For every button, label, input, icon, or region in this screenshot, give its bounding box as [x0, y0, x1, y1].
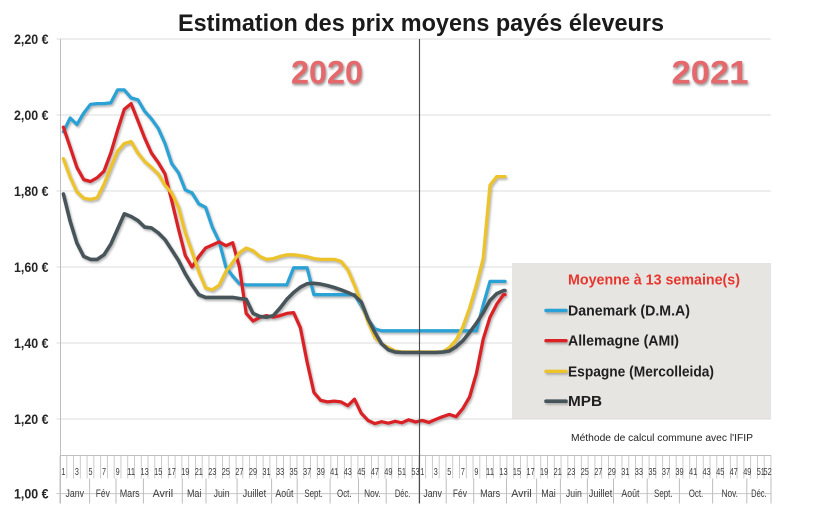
- svg-text:27: 27: [594, 466, 602, 478]
- svg-text:7: 7: [461, 466, 465, 478]
- svg-text:9: 9: [116, 466, 120, 478]
- svg-text:25: 25: [581, 466, 589, 478]
- svg-text:37: 37: [303, 466, 311, 478]
- svg-text:53: 53: [411, 466, 419, 478]
- svg-text:Méthode de calcul commune avec: Méthode de calcul commune avec l'IFIP: [571, 433, 753, 444]
- svg-text:7: 7: [102, 466, 106, 478]
- svg-text:Déc.: Déc.: [395, 488, 411, 500]
- svg-text:51: 51: [398, 466, 406, 478]
- svg-text:Juin: Juin: [214, 488, 230, 500]
- svg-text:MPB: MPB: [568, 393, 602, 410]
- svg-text:Fév: Fév: [453, 488, 467, 500]
- svg-text:11: 11: [127, 466, 135, 478]
- svg-text:49: 49: [743, 466, 751, 478]
- svg-text:2,20 €: 2,20 €: [14, 31, 49, 47]
- svg-text:39: 39: [675, 466, 683, 478]
- svg-text:3: 3: [75, 466, 79, 478]
- svg-text:23: 23: [208, 466, 216, 478]
- svg-text:21: 21: [554, 466, 562, 478]
- svg-text:Nov.: Nov.: [721, 488, 738, 500]
- svg-text:9: 9: [474, 466, 478, 478]
- svg-text:17: 17: [168, 466, 176, 478]
- svg-text:27: 27: [235, 466, 243, 478]
- svg-text:1,40 €: 1,40 €: [14, 335, 49, 351]
- svg-text:Allemagne (AMI): Allemagne (AMI): [568, 333, 679, 350]
- svg-text:13: 13: [141, 466, 149, 478]
- svg-text:2021: 2021: [672, 55, 749, 91]
- svg-text:Sept.: Sept.: [654, 488, 673, 500]
- svg-text:49: 49: [384, 466, 392, 478]
- svg-text:51: 51: [757, 466, 765, 478]
- svg-text:35: 35: [290, 466, 298, 478]
- svg-text:19: 19: [540, 466, 548, 478]
- svg-text:5: 5: [89, 466, 93, 478]
- svg-text:1: 1: [420, 466, 424, 478]
- svg-text:Mars: Mars: [480, 488, 500, 500]
- svg-text:29: 29: [608, 466, 616, 478]
- svg-text:Oct.: Oct.: [337, 488, 352, 500]
- svg-text:1: 1: [61, 466, 65, 478]
- svg-text:13: 13: [499, 466, 507, 478]
- svg-text:Moyenne à 13 semaine(s): Moyenne à 13 semaine(s): [568, 272, 740, 289]
- svg-text:Déc.: Déc.: [751, 488, 767, 500]
- svg-text:1,20 €: 1,20 €: [14, 411, 49, 427]
- svg-text:35: 35: [648, 466, 656, 478]
- svg-text:15: 15: [513, 466, 521, 478]
- svg-text:Avril: Avril: [511, 488, 532, 500]
- svg-text:Juillet: Juillet: [589, 488, 613, 500]
- svg-text:23: 23: [567, 466, 575, 478]
- svg-text:39: 39: [317, 466, 325, 478]
- svg-text:Oct.: Oct.: [689, 488, 704, 500]
- svg-text:2020: 2020: [291, 55, 363, 91]
- svg-text:19: 19: [181, 466, 189, 478]
- svg-text:Sept.: Sept.: [304, 488, 323, 500]
- svg-text:43: 43: [703, 466, 711, 478]
- svg-text:31: 31: [621, 466, 629, 478]
- svg-text:47: 47: [371, 466, 379, 478]
- svg-text:43: 43: [344, 466, 352, 478]
- svg-text:Août: Août: [275, 488, 293, 500]
- svg-text:Danemark (D.M.A): Danemark (D.M.A): [568, 303, 690, 320]
- svg-text:1,00 €: 1,00 €: [14, 485, 49, 501]
- svg-text:Estimation des prix moyens pay: Estimation des prix moyens payés éleveur…: [178, 10, 664, 37]
- svg-text:Mai: Mai: [541, 488, 556, 500]
- svg-text:2,00 €: 2,00 €: [14, 107, 49, 123]
- svg-text:Nov.: Nov.: [364, 488, 381, 500]
- svg-text:17: 17: [527, 466, 535, 478]
- svg-text:5: 5: [447, 466, 451, 478]
- svg-text:Janv: Janv: [423, 488, 442, 500]
- svg-text:Espagne (Mercolleida): Espagne (Mercolleida): [568, 363, 714, 380]
- svg-text:Juillet: Juillet: [243, 488, 267, 500]
- svg-text:31: 31: [262, 466, 270, 478]
- svg-text:41: 41: [330, 466, 338, 478]
- svg-text:21: 21: [195, 466, 203, 478]
- svg-text:Juin: Juin: [566, 488, 582, 500]
- svg-text:29: 29: [249, 466, 257, 478]
- svg-text:11: 11: [486, 466, 494, 478]
- svg-text:41: 41: [689, 466, 697, 478]
- svg-text:45: 45: [716, 466, 724, 478]
- svg-text:Mars: Mars: [120, 488, 140, 500]
- svg-text:15: 15: [154, 466, 162, 478]
- svg-text:Août: Août: [621, 488, 639, 500]
- svg-text:3: 3: [434, 466, 438, 478]
- svg-text:Janv: Janv: [66, 488, 85, 500]
- svg-text:1,60 €: 1,60 €: [14, 259, 49, 275]
- svg-text:47: 47: [730, 466, 738, 478]
- svg-text:Mai: Mai: [187, 488, 202, 500]
- svg-text:Avril: Avril: [153, 488, 174, 500]
- svg-text:45: 45: [357, 466, 365, 478]
- svg-text:37: 37: [662, 466, 670, 478]
- svg-text:25: 25: [222, 466, 230, 478]
- svg-text:1,80 €: 1,80 €: [14, 183, 49, 199]
- svg-text:33: 33: [276, 466, 284, 478]
- svg-text:33: 33: [635, 466, 643, 478]
- svg-text:Fév: Fév: [96, 488, 110, 500]
- svg-text:52: 52: [764, 466, 772, 478]
